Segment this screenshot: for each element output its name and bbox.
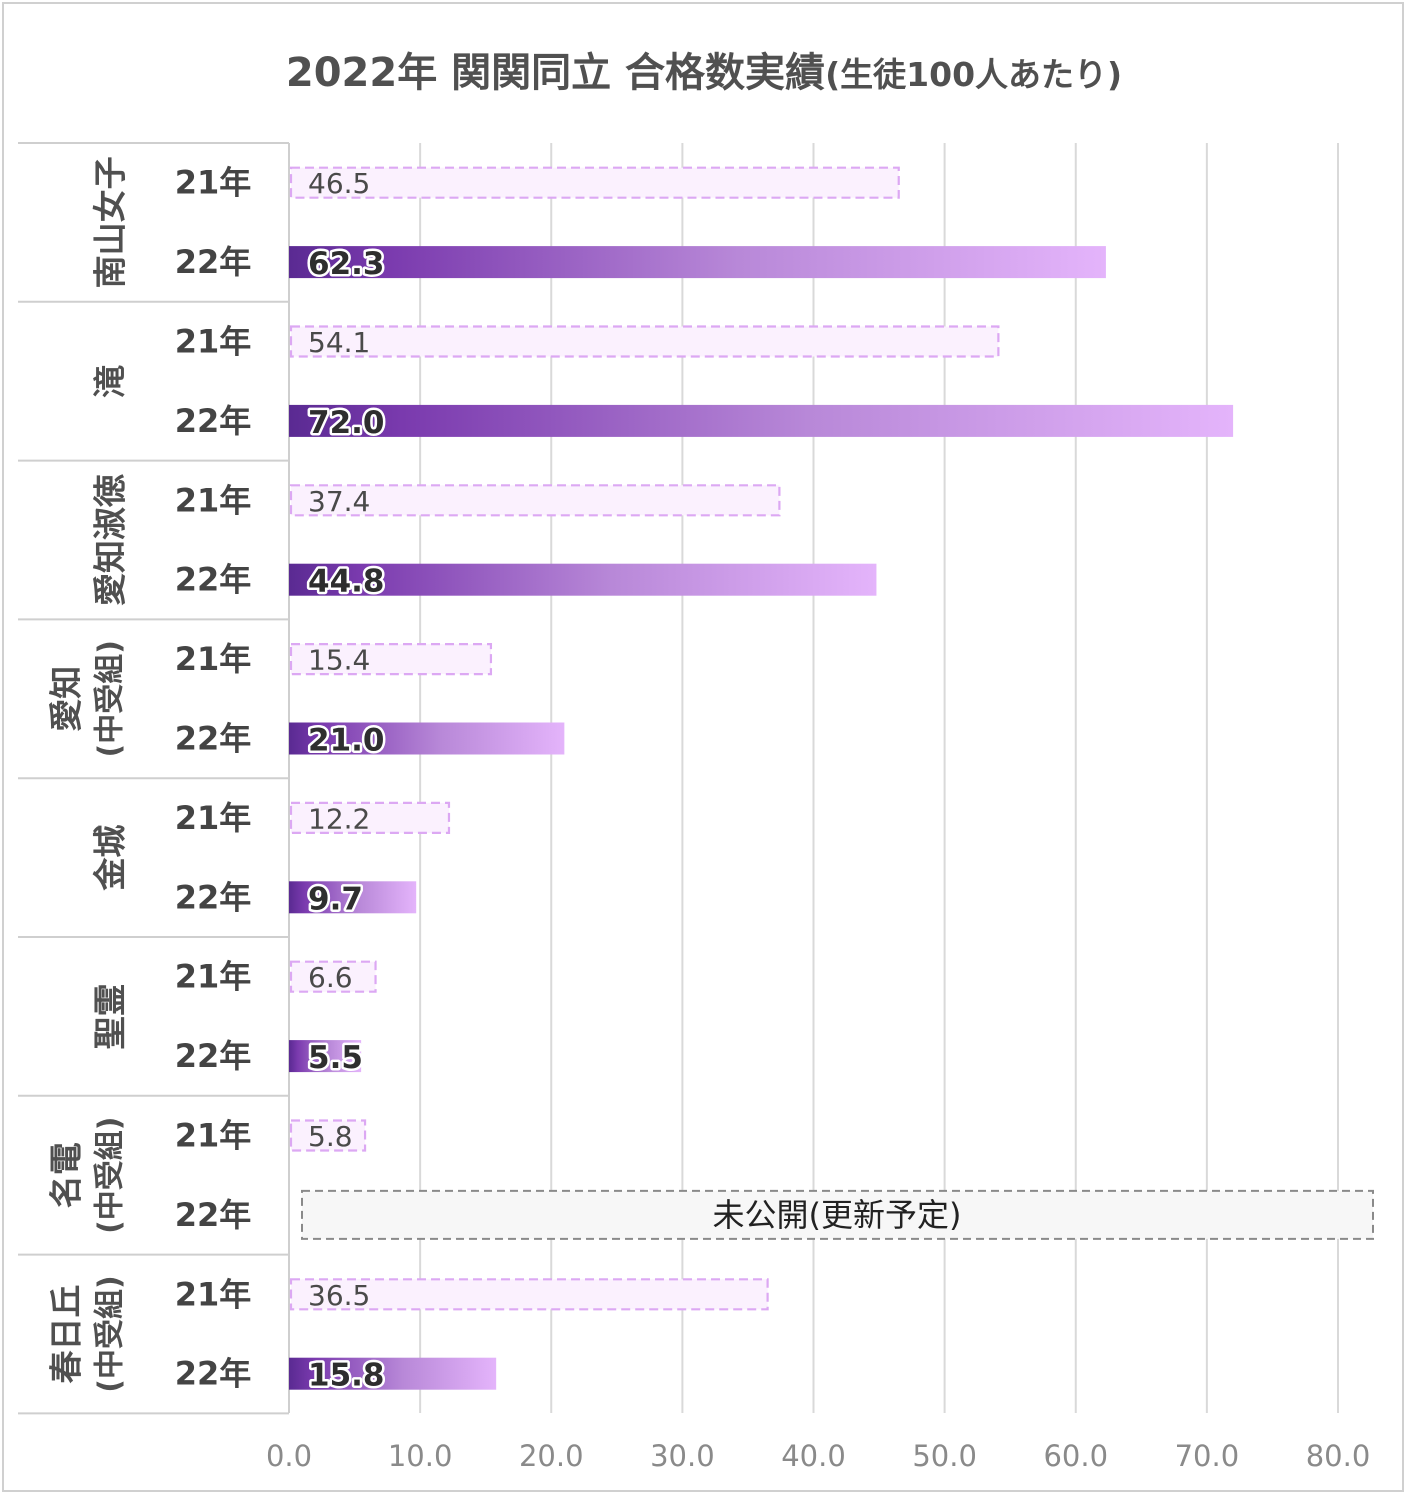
data-label-22: 21.0 <box>308 723 385 759</box>
chart-title-main: 2022年 関関同立 合格数実績 <box>285 50 826 96</box>
bar-22 <box>289 404 1234 437</box>
school-sublabel: (中受組) <box>93 1275 128 1392</box>
bar-21 <box>289 1278 769 1311</box>
bar-22 <box>289 881 417 914</box>
x-tick-label: 10.0 <box>388 1439 453 1473</box>
year-label: 22年 <box>175 243 252 281</box>
year-label: 21年 <box>175 481 252 519</box>
x-tick-label: 30.0 <box>650 1439 715 1473</box>
year-label: 22年 <box>175 1355 252 1393</box>
unpublished-label: 未公開(更新予定) <box>713 1196 962 1234</box>
bar-22 <box>289 722 565 755</box>
x-axis-ticks: 0.0 10.0 20.0 30.0 40.0 50.0 60.0 70.0 80.0 <box>266 1439 1370 1473</box>
bar-21 <box>289 325 1000 358</box>
bar-21 <box>289 484 781 517</box>
year-label: 21年 <box>175 164 252 202</box>
year-label: 21年 <box>175 323 252 361</box>
bar-22 <box>289 246 1106 279</box>
school-label: 愛知淑徳 <box>91 474 130 606</box>
unpublished-box <box>301 1189 1374 1240</box>
chart-title: 2022年 関関同立 合格数実績(生徒100人あたり) <box>0 40 1408 98</box>
year-label: 22年 <box>175 402 252 440</box>
bar-21 <box>289 166 900 199</box>
data-label-21: 12.2 <box>308 802 370 835</box>
x-tick-label: 80.0 <box>1306 1439 1371 1473</box>
bar-21 <box>289 642 493 676</box>
school-label: 愛知 <box>47 666 86 732</box>
data-label-22: 5.5 <box>308 1040 363 1076</box>
bar-22 <box>289 1040 362 1073</box>
year-label: 21年 <box>175 799 252 837</box>
school-label: 名電 <box>47 1142 86 1208</box>
data-label-22: 62.3 <box>308 246 385 282</box>
data-label-22: 72.0 <box>308 405 385 441</box>
year-label: 22年 <box>175 720 252 758</box>
bar-layer: 46.5 62.3 54.1 72.0 37.4 44.8 15.4 21.0 12.2 9.7 6… <box>289 166 1374 1396</box>
data-label-21: 37.4 <box>308 485 370 518</box>
year-label: 22年 <box>175 1196 252 1234</box>
data-label-21: 46.5 <box>308 167 370 200</box>
year-label: 21年 <box>175 1275 252 1313</box>
bar-21 <box>289 801 451 835</box>
school-label: 金城 <box>91 825 130 892</box>
data-label-21: 5.8 <box>308 1120 353 1153</box>
x-tick-label: 60.0 <box>1043 1439 1108 1473</box>
year-label: 21年 <box>175 640 252 678</box>
year-label: 22年 <box>175 561 252 599</box>
school-label: 春日丘 <box>47 1285 86 1384</box>
x-tick-label: 70.0 <box>1175 1439 1240 1473</box>
school-sublabel: (中受組) <box>93 1116 128 1233</box>
data-label-22: 15.8 <box>308 1358 385 1394</box>
x-tick-label: 50.0 <box>912 1439 977 1473</box>
school-sublabel: (中受組) <box>93 640 128 757</box>
year-label: 21年 <box>175 1117 252 1155</box>
year-label: 21年 <box>175 958 252 996</box>
bar-21 <box>289 960 377 993</box>
data-label-22: 9.7 <box>308 881 363 917</box>
school-label: 南山女子 <box>91 156 130 288</box>
year-label: 22年 <box>175 878 252 916</box>
data-label-21: 36.5 <box>308 1279 370 1312</box>
data-label-21: 54.1 <box>308 326 370 359</box>
x-tick-label: 0.0 <box>266 1439 312 1473</box>
x-tick-label: 20.0 <box>519 1439 584 1473</box>
school-label: 滝 <box>91 365 130 398</box>
data-label-21: 15.4 <box>308 644 370 677</box>
school-label: 聖霊 <box>91 983 130 1049</box>
chart-subtitle: (生徒100人あたり) <box>825 55 1123 94</box>
data-label-21: 6.6 <box>308 961 353 994</box>
bar-22 <box>289 563 877 596</box>
bar-22 <box>289 1357 497 1390</box>
data-label-22: 44.8 <box>308 564 385 600</box>
year-label: 22年 <box>175 1037 252 1075</box>
bar-21 <box>289 1119 367 1152</box>
x-tick-label: 40.0 <box>781 1439 846 1473</box>
